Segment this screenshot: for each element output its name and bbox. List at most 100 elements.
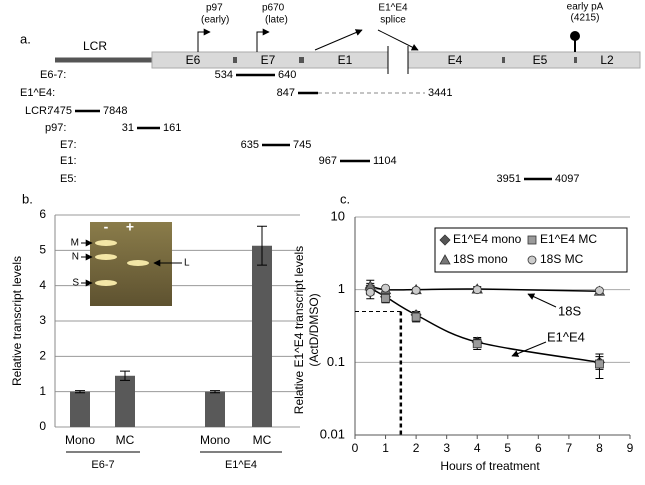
amplicon-name: E1: xyxy=(60,155,77,167)
amplicon-name: E1^E4: xyxy=(20,87,55,99)
x-tick-label: Mono xyxy=(200,433,230,447)
legend-marker xyxy=(527,235,537,245)
lcr-label: LCR xyxy=(83,39,107,53)
junction xyxy=(233,57,237,63)
exon-label: E6 xyxy=(186,53,201,67)
bar xyxy=(115,375,135,427)
error-bar xyxy=(120,370,130,381)
annotation: E1^E4 xyxy=(547,329,585,344)
legend-box xyxy=(434,227,628,273)
gel-band-label: N xyxy=(72,252,79,263)
splice-label: E1^E4 xyxy=(378,3,408,14)
y-axis-label: (ActD/DMSO) xyxy=(307,293,321,366)
error-bar xyxy=(257,225,267,266)
marker xyxy=(365,287,375,297)
panel-label: c. xyxy=(340,191,350,206)
legend-label: 18S mono xyxy=(453,252,508,266)
fit-curve xyxy=(369,287,600,364)
promoter-name: p670 xyxy=(262,3,285,14)
annotation: 18S xyxy=(558,303,581,318)
exon-label: E4 xyxy=(448,53,463,67)
legend-label: E1^E4 mono xyxy=(453,232,522,246)
marker xyxy=(472,285,482,295)
panel-a: a. LCR p97 (early) p670 (late) E1^E4 spl… xyxy=(20,2,641,74)
junction xyxy=(502,57,505,63)
gel-band xyxy=(95,254,117,260)
group-label: E6-7 xyxy=(91,459,114,471)
junction xyxy=(299,57,304,63)
y-tick-label: 5 xyxy=(39,243,46,257)
amplicon-name: E6-7: xyxy=(40,69,66,81)
exon-label: E7 xyxy=(261,53,276,67)
annotation-arrow xyxy=(527,293,557,308)
x-tick-label: 0 xyxy=(352,441,359,455)
y-tick-label: 0.01 xyxy=(320,426,345,441)
y-axis-label: Relative E1^E4 transcript levels xyxy=(292,246,306,414)
panel-label: a. xyxy=(20,31,31,46)
splice-arrow xyxy=(314,29,363,51)
amplicon-end: 7848 xyxy=(103,105,127,117)
group-label: E1^E4 xyxy=(225,459,257,471)
x-tick-label: 9 xyxy=(627,441,634,455)
amplicon-end: 745 xyxy=(293,139,311,151)
x-tick-label: MC xyxy=(253,433,272,447)
x-tick-label: 7 xyxy=(566,441,573,455)
x-tick-label: 3 xyxy=(443,441,450,455)
amplicon-name: E7: xyxy=(60,139,77,151)
marker xyxy=(595,359,604,369)
gel-band xyxy=(127,260,149,266)
x-tick-label: 1 xyxy=(382,441,389,455)
gel-lane: + xyxy=(126,219,134,235)
x-axis-label: Hours of treatment xyxy=(440,459,540,473)
marker xyxy=(472,339,482,349)
y-axis-label: Relative transcript levels xyxy=(10,256,24,386)
marker xyxy=(411,312,421,322)
exon-label: L2 xyxy=(600,53,614,67)
amplicon-end: 640 xyxy=(278,69,296,81)
amplicon-name: LCR: xyxy=(25,105,50,117)
splice-arrow xyxy=(377,29,419,51)
amplicon-start: 635 xyxy=(241,139,259,151)
amplicon-name: p97: xyxy=(45,122,66,134)
x-tick-label: Mono xyxy=(65,433,95,447)
marker xyxy=(381,283,390,293)
promoter-note: (early) xyxy=(201,15,229,26)
promoter-arrow xyxy=(256,28,270,52)
x-tick-label: 8 xyxy=(596,441,603,455)
promoter-arrow xyxy=(197,28,211,52)
y-tick-label: 4 xyxy=(39,278,46,292)
gel-band xyxy=(95,280,117,286)
y-tick-label: 3 xyxy=(39,313,46,327)
polya-label: early pA xyxy=(567,2,604,13)
promoter-note: (late) xyxy=(265,15,288,26)
x-tick-label: 5 xyxy=(504,441,511,455)
gel-band-label: M xyxy=(71,238,79,249)
y-tick-label: 1 xyxy=(39,384,46,398)
legend-marker xyxy=(439,234,451,246)
amplicon-start: 7475 xyxy=(48,105,72,117)
marker xyxy=(595,286,604,296)
amplicon-end: 4097 xyxy=(555,173,579,185)
promoter-name: p97 xyxy=(206,3,223,14)
exon-label: E5 xyxy=(533,53,548,67)
y-tick-label: 2 xyxy=(39,349,46,363)
panel-label: b. xyxy=(22,191,33,206)
exon-label: E1 xyxy=(338,53,353,67)
gel-band xyxy=(95,240,117,246)
amplicon-start: 534 xyxy=(215,69,233,81)
amplicon-start: 847 xyxy=(277,87,295,99)
bar xyxy=(252,245,272,427)
amplicon-end: 161 xyxy=(163,122,181,134)
marker xyxy=(381,293,390,303)
gel-lane: - xyxy=(104,219,109,235)
y-tick-label: 6 xyxy=(39,207,46,221)
legend-label: E1^E4 MC xyxy=(540,232,597,246)
amplicon-end: 1104 xyxy=(373,155,397,167)
legend-label: 18S MC xyxy=(540,252,584,266)
legend-marker xyxy=(439,254,451,265)
y-tick-label: 10 xyxy=(331,208,345,223)
amplicon-start: 3951 xyxy=(497,173,521,185)
amplicon-start: 31 xyxy=(122,122,134,134)
